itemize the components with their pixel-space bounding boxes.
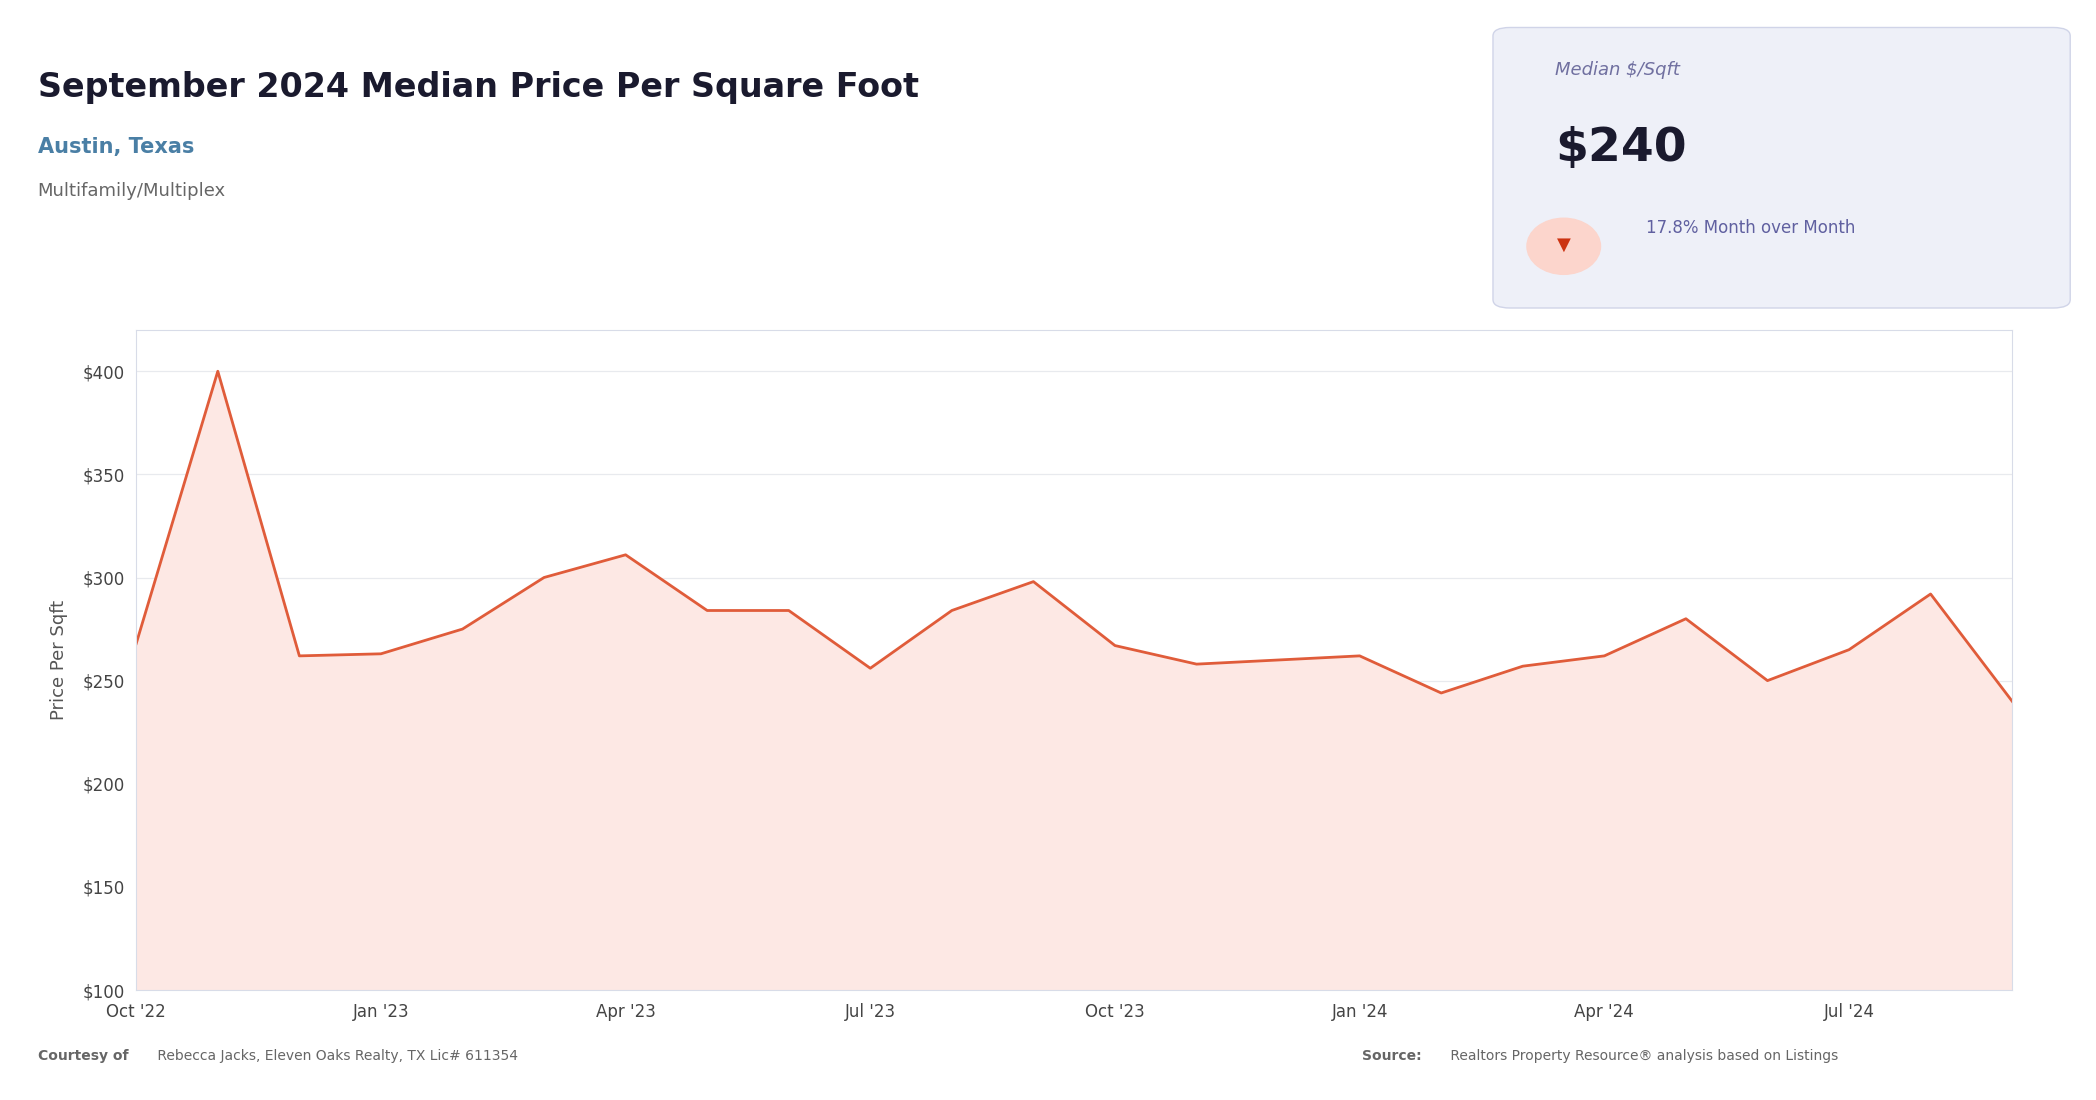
- Text: September 2024 Median Price Per Square Foot: September 2024 Median Price Per Square F…: [38, 72, 918, 104]
- Y-axis label: Price Per Sqft: Price Per Sqft: [50, 600, 69, 720]
- Text: Source:: Source:: [1362, 1049, 1421, 1063]
- Text: 17.8% Month over Month: 17.8% Month over Month: [1645, 219, 1855, 238]
- Text: ▼: ▼: [1557, 235, 1570, 254]
- Text: Austin, Texas: Austin, Texas: [38, 138, 195, 157]
- Ellipse shape: [1526, 218, 1601, 274]
- Text: Rebecca Jacks, Eleven Oaks Realty, TX Lic# 611354: Rebecca Jacks, Eleven Oaks Realty, TX Li…: [153, 1049, 518, 1063]
- Text: Realtors Property Resource® analysis based on Listings: Realtors Property Resource® analysis bas…: [1446, 1049, 1838, 1063]
- Text: Courtesy of: Courtesy of: [38, 1049, 128, 1063]
- Text: Multifamily/Multiplex: Multifamily/Multiplex: [38, 182, 226, 199]
- Text: Median $/Sqft: Median $/Sqft: [1555, 62, 1681, 79]
- Text: $240: $240: [1555, 125, 1687, 170]
- FancyBboxPatch shape: [1492, 28, 2071, 308]
